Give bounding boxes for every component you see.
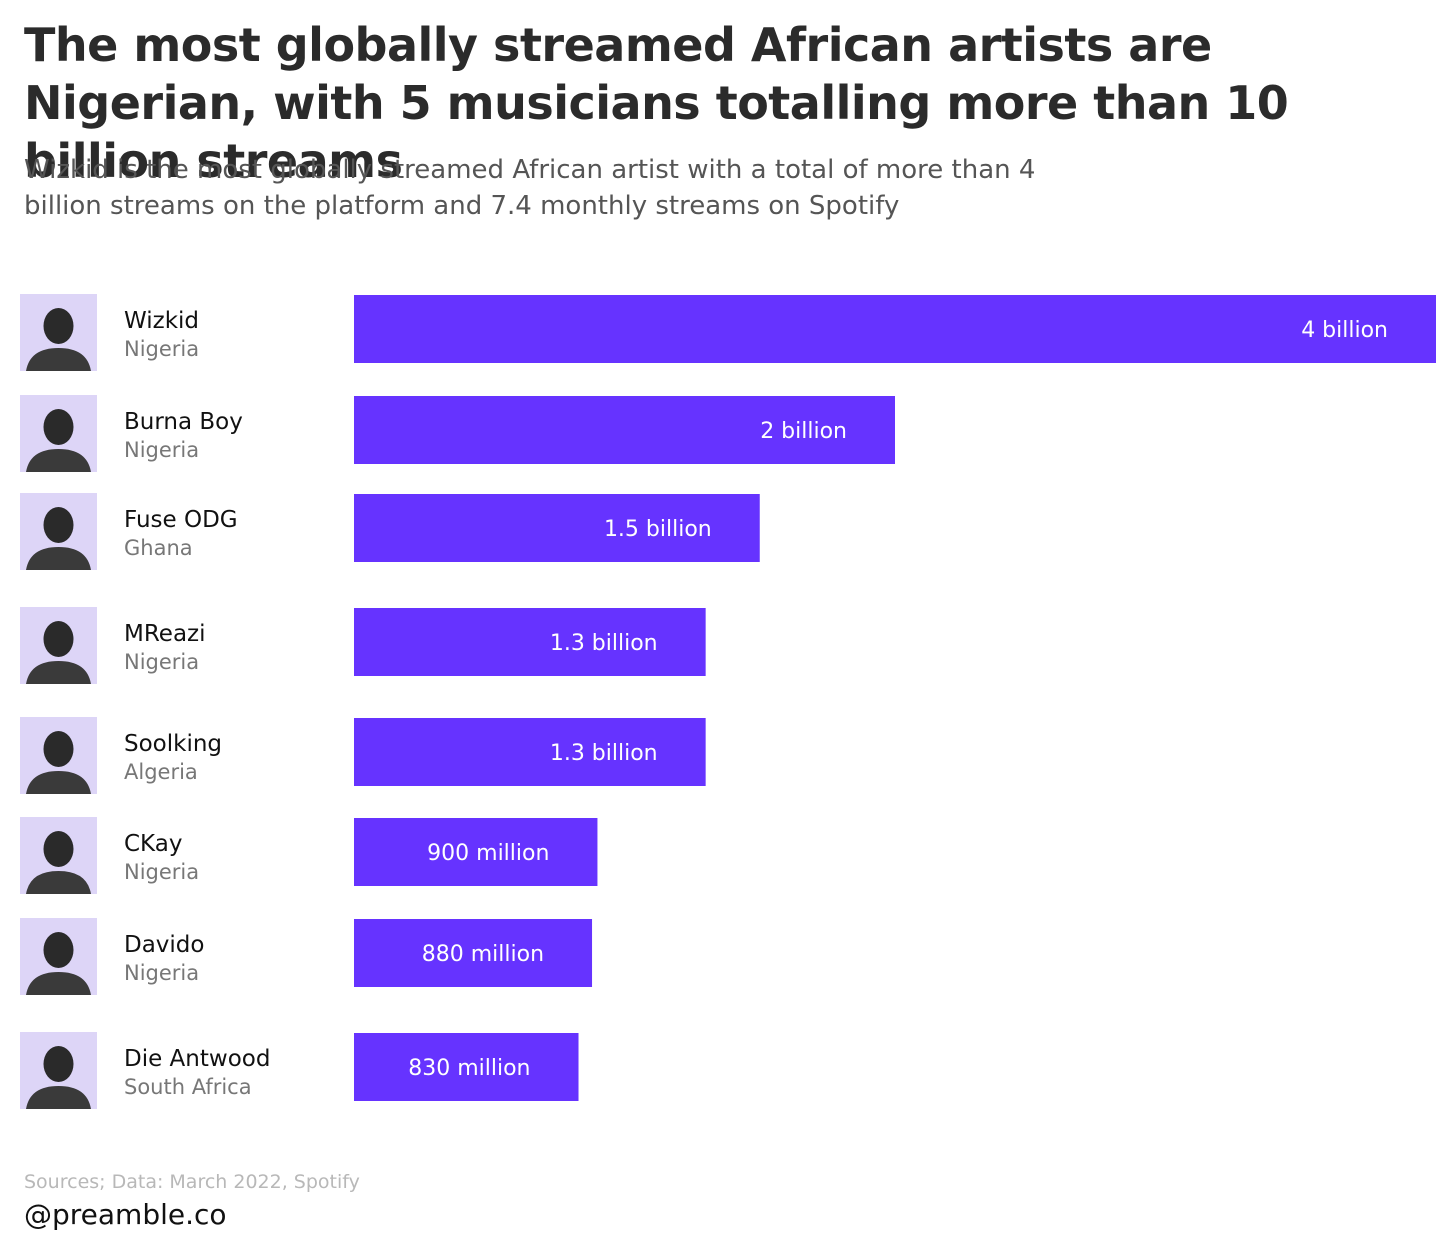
artist-country: Ghana: [124, 536, 193, 560]
person-icon: [26, 932, 91, 995]
bar: [354, 396, 895, 464]
bar-row-wizkid: Wizkid Nigeria 4 billion: [20, 294, 1436, 371]
bar-row-fuse-odg: Fuse ODG Ghana 1.5 billion: [20, 493, 760, 570]
bar: [354, 295, 1436, 363]
person-icon: [26, 1046, 91, 1109]
artist-name: CKay: [124, 831, 182, 857]
person-icon: [26, 507, 91, 570]
artist-country: Nigeria: [124, 438, 199, 462]
bar: [354, 1033, 579, 1101]
artist-name: Wizkid: [124, 308, 199, 334]
bar: [354, 494, 760, 562]
bar-row-soolking: Soolking Algeria 1.3 billion: [20, 717, 706, 794]
data-label: 4 billion: [1301, 318, 1388, 343]
bar: [354, 608, 706, 676]
artist-name: MReazi: [124, 621, 206, 647]
bar: [354, 919, 593, 987]
bar-row-mreazi: MReazi Nigeria 1.3 billion: [20, 607, 706, 684]
data-label: 1.3 billion: [550, 631, 658, 656]
artist-country: Nigeria: [124, 337, 199, 361]
chart-title: The most globally streamed African artis…: [24, 18, 1289, 188]
source-note: Sources; Data: March 2022, Spotify: [24, 1171, 360, 1193]
data-label: 1.3 billion: [550, 741, 658, 766]
person-icon: [26, 621, 91, 684]
data-label: 830 million: [408, 1056, 530, 1081]
artist-name: Fuse ODG: [124, 507, 238, 533]
bar-row-ckay: CKay Nigeria 900 million: [20, 817, 598, 894]
artist-country: Algeria: [124, 760, 198, 784]
bar: [354, 718, 706, 786]
bar: [354, 818, 598, 886]
person-icon: [26, 831, 91, 894]
artist-name: Soolking: [124, 731, 222, 757]
artist-country: Nigeria: [124, 860, 199, 884]
data-label: 900 million: [427, 841, 549, 866]
person-icon: [26, 308, 91, 371]
data-label: 2 billion: [760, 419, 847, 444]
artist-country: South Africa: [124, 1075, 252, 1099]
data-label: 880 million: [422, 942, 544, 967]
artist-country: Nigeria: [124, 961, 199, 985]
artist-name: Die Antwood: [124, 1046, 270, 1072]
person-icon: [26, 409, 91, 472]
chart-subtitle: Wizkid is the most globally streamed Afr…: [24, 155, 1036, 221]
bar-row-burna-boy: Burna Boy Nigeria 2 billion: [20, 395, 895, 472]
artist-country: Nigeria: [124, 650, 199, 674]
data-label: 1.5 billion: [604, 517, 712, 542]
person-icon: [26, 731, 91, 794]
artist-name: Burna Boy: [124, 409, 243, 435]
bar-row-davido: Davido Nigeria 880 million: [20, 918, 593, 995]
artist-name: Davido: [124, 932, 204, 958]
bar-row-die-antwood: Die Antwood South Africa 830 million: [20, 1032, 579, 1109]
brand-handle: @preamble.co: [24, 1198, 227, 1231]
